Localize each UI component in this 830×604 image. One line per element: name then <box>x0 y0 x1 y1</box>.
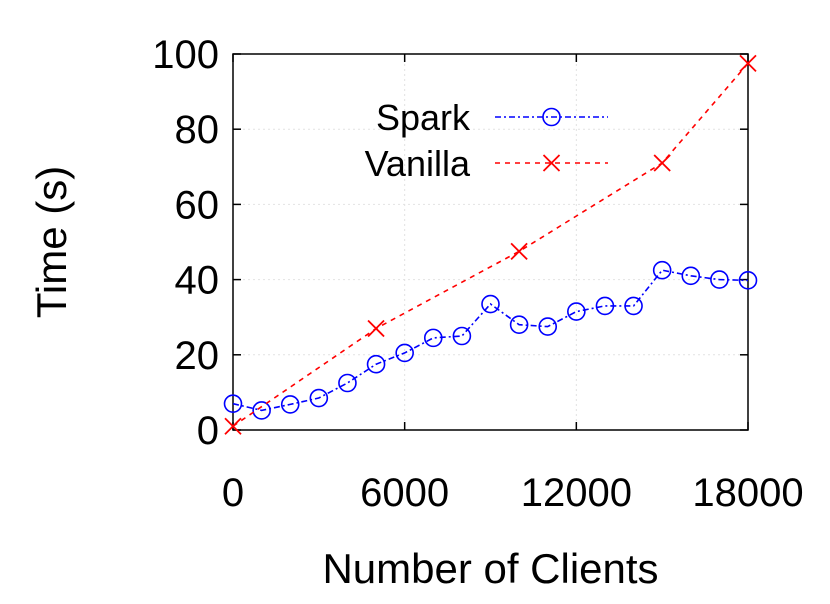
y-tick-label: 0 <box>197 409 219 453</box>
y-axis-ticks: 0 20 40 60 80 100 <box>152 33 748 453</box>
series-line <box>232 269 749 412</box>
data-point-marker <box>739 54 757 73</box>
x-axis-ticks: 0 6000 12000 18000 <box>222 54 804 515</box>
legend-entry: Spark <box>376 97 608 138</box>
data-point-marker <box>710 270 729 289</box>
data-point-marker <box>681 266 701 286</box>
x-tick-label: 0 <box>222 471 244 515</box>
y-axis-title: Time (s) <box>28 166 75 318</box>
legend-label: Spark <box>376 97 471 138</box>
legend-entry: Vanilla <box>365 143 608 184</box>
data-point-marker <box>223 394 243 413</box>
data-point-marker <box>652 260 672 280</box>
data-point-marker <box>280 395 300 414</box>
y-tick-label: 80 <box>175 108 220 152</box>
data-point-marker <box>481 294 500 314</box>
plot-frame <box>232 53 749 431</box>
series-layer <box>223 54 758 435</box>
data-point-marker <box>542 107 561 127</box>
y-tick-label: 40 <box>175 259 220 303</box>
data-point-marker <box>510 242 528 261</box>
data-point-marker <box>309 388 329 408</box>
x-tick-label: 18000 <box>692 471 803 515</box>
data-point-marker <box>252 401 271 420</box>
y-tick-label: 60 <box>175 183 220 227</box>
y-tick-label: 20 <box>175 334 220 378</box>
data-point-marker <box>452 326 472 346</box>
y-tick-label: 100 <box>152 33 219 77</box>
data-point-marker <box>624 296 643 316</box>
series-vanilla <box>224 54 757 435</box>
series-line <box>232 62 749 427</box>
legend-label: Vanilla <box>365 143 471 184</box>
data-point-marker <box>338 373 357 393</box>
x-tick-label: 12000 <box>521 471 632 515</box>
data-point-marker <box>595 296 615 316</box>
data-point-marker <box>395 343 414 363</box>
series-spark <box>223 260 758 420</box>
data-point-marker <box>653 154 671 172</box>
legend: Spark Vanilla <box>365 97 608 184</box>
data-point-marker <box>367 319 385 338</box>
data-point-marker <box>567 302 586 321</box>
data-point-marker <box>224 417 242 435</box>
x-tick-label: 6000 <box>360 471 449 515</box>
data-point-marker <box>538 317 558 336</box>
data-point-marker <box>738 271 758 290</box>
data-point-marker <box>423 328 443 348</box>
data-point-marker <box>542 154 561 172</box>
data-point-marker <box>366 354 386 374</box>
x-axis-title: Number of Clients <box>322 545 658 592</box>
data-point-marker <box>509 315 529 335</box>
